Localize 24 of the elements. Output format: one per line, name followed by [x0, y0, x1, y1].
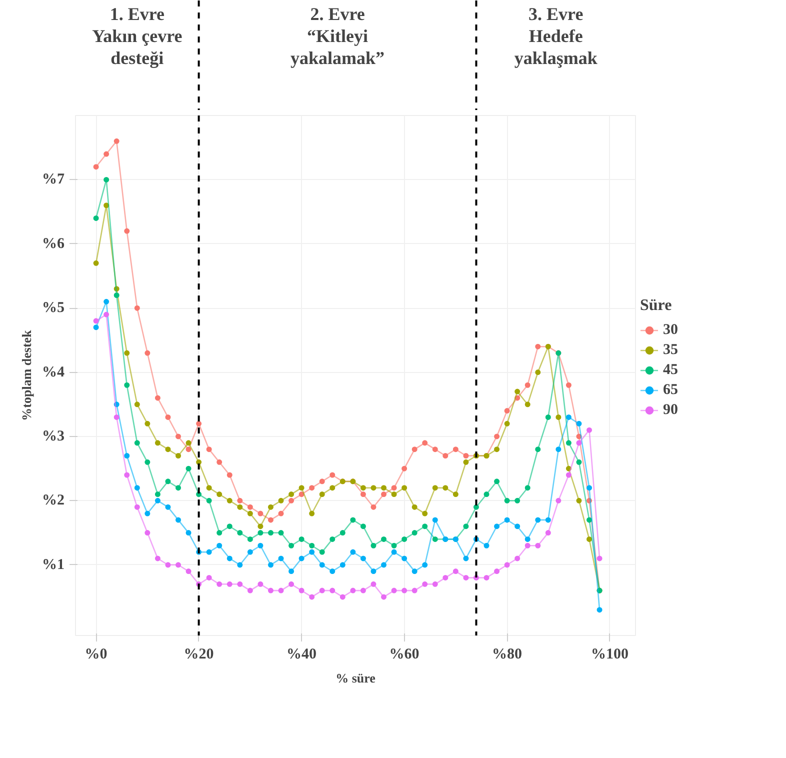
x-tick-label: %60 [389, 646, 420, 662]
legend-label: 65 [663, 382, 679, 398]
x-axis-title: % süre [336, 670, 376, 686]
y-tick-label: %6 [42, 236, 65, 252]
text: 1. Evre Yakın çevre desteği [92, 4, 182, 68]
x-tick-label: %20 [184, 646, 214, 662]
text: 2. Evre “Kitleyi yakalamak” [290, 4, 385, 68]
y-tick-label: %7 [42, 172, 65, 188]
text: 3. Evre Hedefe yaklaşmak [514, 4, 598, 68]
legend-label: 90 [663, 402, 679, 418]
y-axis-title: %toplam destek [19, 329, 34, 421]
legend-title: Süre [640, 297, 673, 315]
x-tick-label: %80 [492, 646, 522, 662]
legend-label: 35 [663, 342, 679, 358]
y-tick-label: %3 [42, 428, 64, 444]
x-tick-label: %40 [286, 646, 317, 662]
legend-label: 30 [663, 322, 679, 338]
y-tick-label: %1 [42, 556, 64, 573]
x-tick-label: %100 [591, 646, 629, 662]
legend-label: 45 [663, 362, 679, 378]
y-tick-label: %5 [42, 300, 64, 316]
y-tick-label: %2 [42, 492, 64, 509]
x-tick-label: %0 [84, 646, 108, 662]
y-tick-label: %4 [42, 364, 65, 380]
